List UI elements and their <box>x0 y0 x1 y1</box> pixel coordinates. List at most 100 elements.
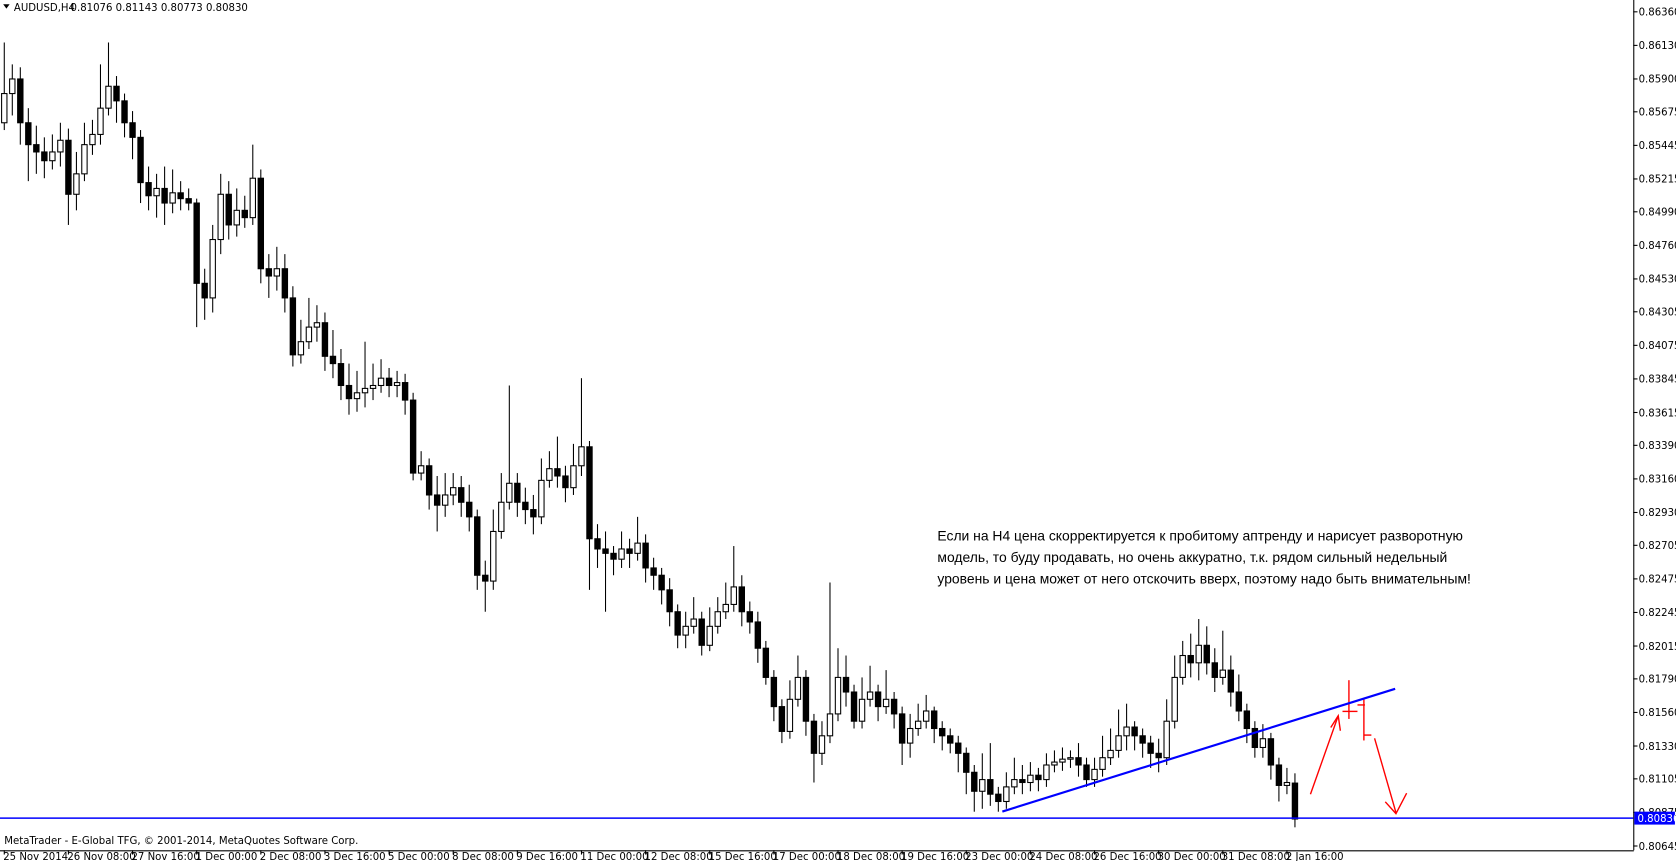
bull-body <box>441 494 449 506</box>
bear-body <box>482 574 489 582</box>
bull-body <box>57 139 64 153</box>
x-tick-label: 17 Dec 00:00 <box>773 852 841 861</box>
bear-body <box>947 735 954 744</box>
bear-body <box>17 78 24 124</box>
bull-body <box>882 698 890 708</box>
bear-body <box>522 501 529 511</box>
bull-body <box>1107 749 1114 759</box>
bear-body <box>25 122 32 146</box>
price-label-box <box>1634 811 1675 825</box>
y-tick-label: 0.81105 <box>1639 775 1676 786</box>
bear-body <box>850 691 858 722</box>
bear-body <box>562 475 569 489</box>
bull-body <box>377 377 385 387</box>
bull-body <box>353 392 361 400</box>
bull-body <box>818 735 826 754</box>
bear-body <box>337 363 345 387</box>
bear-body <box>458 487 465 503</box>
bull-body <box>1123 726 1130 737</box>
bull-body <box>498 501 505 532</box>
bear-body <box>738 586 746 613</box>
x-tick-label: 25 Nov 2014 <box>3 852 68 861</box>
annotation-line: модель, то буду продавать, но очень акку… <box>937 549 1447 565</box>
bull-body <box>858 698 866 722</box>
bear-body <box>65 139 72 195</box>
bull-body <box>1115 735 1122 751</box>
x-tick-label: 15 Dec 16:00 <box>709 852 777 861</box>
bear-body <box>1291 782 1299 820</box>
y-tick-label: 0.80645 <box>1639 842 1676 853</box>
bear-body <box>241 209 248 219</box>
bear-body <box>177 192 184 200</box>
up-arrow-head <box>1330 713 1342 731</box>
bull-body <box>305 326 313 343</box>
x-tick-label: 26 Dec 16:00 <box>1093 852 1161 861</box>
bull-body <box>393 382 401 387</box>
bear-body <box>594 538 601 550</box>
bull-body <box>634 542 641 554</box>
bear-body <box>778 706 786 732</box>
bear-body <box>514 482 521 503</box>
price-label: 0.80836 <box>1638 814 1676 825</box>
bear-body <box>265 268 273 277</box>
bear-body <box>674 611 681 636</box>
bull-body <box>449 487 457 496</box>
bear-body <box>1019 779 1026 784</box>
bear-body <box>1131 726 1138 737</box>
bull-body <box>1099 757 1106 770</box>
x-tick-label: 31 Dec 08:00 <box>1222 852 1290 861</box>
y-tick-label: 0.84305 <box>1639 308 1676 319</box>
bear-body <box>939 727 946 737</box>
bear-body <box>193 202 200 284</box>
bull-body <box>233 209 240 226</box>
bear-body <box>626 548 633 554</box>
trend-line <box>1002 687 1396 813</box>
bear-body <box>1075 757 1082 766</box>
x-tick-label: 12 Dec 08:00 <box>645 852 713 861</box>
header-ohlc: 0.81076 0.81143 0.80773 0.80830 <box>71 3 248 14</box>
bull-body <box>546 468 553 481</box>
bear-body <box>145 182 152 197</box>
x-tick-label: 1 Dec 00:00 <box>196 852 258 861</box>
bear-body <box>1147 742 1154 754</box>
bull-body <box>105 85 112 109</box>
bear-body <box>642 542 649 569</box>
bull-body <box>1163 720 1170 759</box>
bull-body <box>1171 676 1178 722</box>
bear-body <box>586 446 593 540</box>
bull-body <box>570 465 577 489</box>
bull-body <box>834 676 842 715</box>
bear-body <box>433 494 441 506</box>
bear-body <box>666 589 673 613</box>
bull-body <box>786 698 794 732</box>
x-tick-label: 27 Nov 16:00 <box>131 852 199 861</box>
bull-body <box>1051 761 1058 766</box>
bear-body <box>425 465 433 496</box>
bear-body <box>289 297 297 356</box>
x-tick-label: 2 Jan 16:00 <box>1286 852 1344 861</box>
bear-body <box>1211 662 1218 678</box>
y-tick-label: 0.85215 <box>1639 175 1676 186</box>
bull-body <box>490 530 497 582</box>
bull-body <box>217 193 224 241</box>
bull-body <box>706 625 713 646</box>
bull-body <box>313 322 321 328</box>
y-tick-label: 0.83845 <box>1639 375 1676 386</box>
bear-body <box>770 676 778 708</box>
bull-body <box>9 78 16 95</box>
bear-body <box>185 198 192 204</box>
bull-body <box>1 93 8 124</box>
bear-body <box>225 193 232 226</box>
bull-body <box>690 618 697 627</box>
bear-body <box>930 710 938 730</box>
bull-body <box>866 691 874 700</box>
